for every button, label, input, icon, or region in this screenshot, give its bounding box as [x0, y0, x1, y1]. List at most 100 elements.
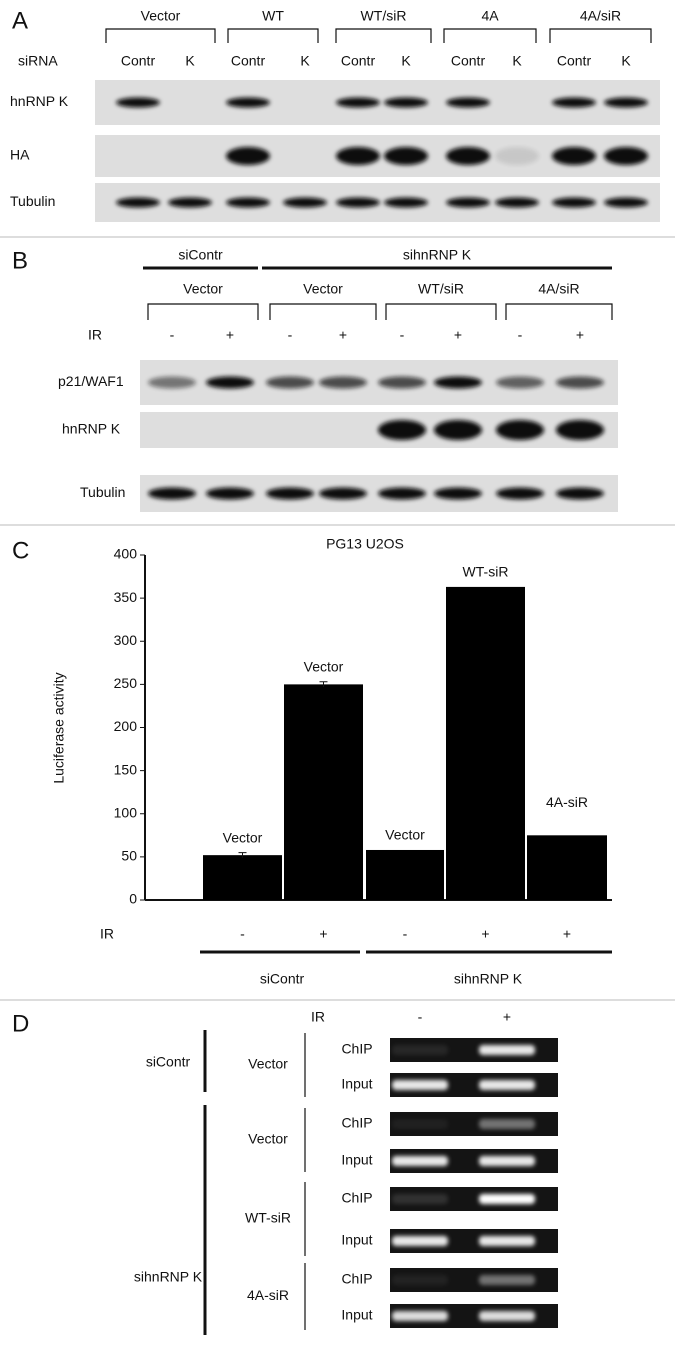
- bracket: [269, 303, 377, 320]
- assay-label: ChIP: [341, 1115, 372, 1131]
- gel-band: [479, 1236, 535, 1246]
- band: [446, 97, 490, 108]
- bracket: [505, 303, 613, 320]
- lane-label: Contr: [121, 53, 156, 69]
- gel-band: [392, 1119, 448, 1129]
- group-label: 4A/siR: [580, 8, 621, 24]
- treatment-label: siContr: [178, 247, 223, 263]
- group-label: sihnRNP K: [454, 971, 523, 987]
- ir-label: -: [518, 327, 523, 343]
- group-label: 4A/siR: [538, 281, 579, 297]
- lane-label: K: [401, 53, 411, 69]
- group-label: Vector: [141, 8, 181, 24]
- band: [266, 376, 314, 389]
- band: [495, 147, 539, 165]
- bar: [527, 835, 607, 900]
- band: [556, 487, 604, 500]
- y-tick-label: 100: [114, 804, 138, 820]
- band: [556, 376, 604, 389]
- bracket: [443, 28, 537, 43]
- panel-label: C: [12, 537, 29, 564]
- band: [496, 420, 544, 440]
- group-label: 4A: [481, 8, 499, 24]
- ir-axis-label: IR: [311, 1009, 325, 1025]
- x-tick-label: +: [481, 926, 489, 942]
- assay-label: ChIP: [341, 1271, 372, 1287]
- lane-label: K: [300, 53, 310, 69]
- gel-band: [392, 1236, 448, 1246]
- band: [604, 147, 648, 165]
- ir-label: +: [454, 327, 462, 343]
- gel-band: [479, 1119, 535, 1129]
- x-tick-label: +: [319, 926, 327, 942]
- panel-label: B: [12, 247, 28, 274]
- y-tick-label: 0: [129, 891, 137, 907]
- gel-band: [392, 1156, 448, 1166]
- error-bar: [238, 852, 247, 858]
- x-tick-label: +: [563, 926, 571, 942]
- lane-label: K: [185, 53, 195, 69]
- band: [168, 197, 212, 208]
- assay-label: ChIP: [341, 1190, 372, 1206]
- bar-label: Vector: [385, 827, 425, 843]
- bracket: [335, 28, 432, 43]
- assay-label: Input: [341, 1152, 372, 1168]
- group-label: WT/siR: [361, 8, 407, 24]
- bracket: [549, 28, 652, 43]
- band: [206, 487, 254, 500]
- bracket: [147, 303, 259, 320]
- band: [336, 197, 380, 208]
- construct-label: 4A-siR: [247, 1287, 289, 1303]
- bracket: [227, 28, 319, 43]
- group-label: Vector: [183, 281, 223, 297]
- band: [206, 376, 254, 389]
- band: [384, 147, 428, 165]
- y-tick-label: 400: [114, 546, 138, 562]
- band: [552, 147, 596, 165]
- treatment-label: siContr: [146, 1054, 191, 1070]
- band: [446, 197, 490, 208]
- lane-label: K: [621, 53, 631, 69]
- panel-label: A: [12, 7, 28, 34]
- ir-label: -: [170, 327, 175, 343]
- construct-label: Vector: [248, 1056, 288, 1072]
- lane-label: K: [512, 53, 522, 69]
- gel-band: [392, 1045, 448, 1055]
- band: [384, 197, 428, 208]
- gel-band: [392, 1311, 448, 1321]
- y-tick-label: 250: [114, 675, 138, 691]
- band: [319, 376, 367, 389]
- y-tick-label: 200: [114, 718, 138, 734]
- row-label: p21/WAF1: [58, 373, 124, 389]
- band: [336, 97, 380, 108]
- row-label: siRNA: [18, 53, 58, 69]
- category-axis-label: IR: [100, 926, 114, 942]
- y-tick-label: 300: [114, 632, 138, 648]
- assay-label: Input: [341, 1307, 372, 1323]
- lane-label: Contr: [341, 53, 376, 69]
- band: [434, 420, 482, 440]
- assay-label: ChIP: [341, 1041, 372, 1057]
- band: [552, 197, 596, 208]
- band: [495, 197, 539, 208]
- gel-band: [479, 1156, 535, 1166]
- band: [116, 97, 160, 108]
- bracket: [385, 303, 497, 320]
- band: [336, 147, 380, 165]
- panel-label: D: [12, 1010, 29, 1037]
- treatment-label: sihnRNP K: [134, 1269, 203, 1285]
- treatment-label: sihnRNP K: [403, 247, 472, 263]
- band: [116, 197, 160, 208]
- band: [378, 376, 426, 389]
- row-label: hnRNP K: [62, 421, 121, 437]
- ir-label: -: [418, 1009, 423, 1025]
- chart-title: PG13 U2OS: [326, 536, 404, 552]
- bar-label: Vector: [304, 658, 344, 674]
- gel-band: [392, 1080, 448, 1090]
- assay-label: Input: [341, 1232, 372, 1248]
- bar-label: Vector: [223, 829, 263, 845]
- ir-label: -: [400, 327, 405, 343]
- group-label: WT: [262, 8, 284, 24]
- band: [378, 420, 426, 440]
